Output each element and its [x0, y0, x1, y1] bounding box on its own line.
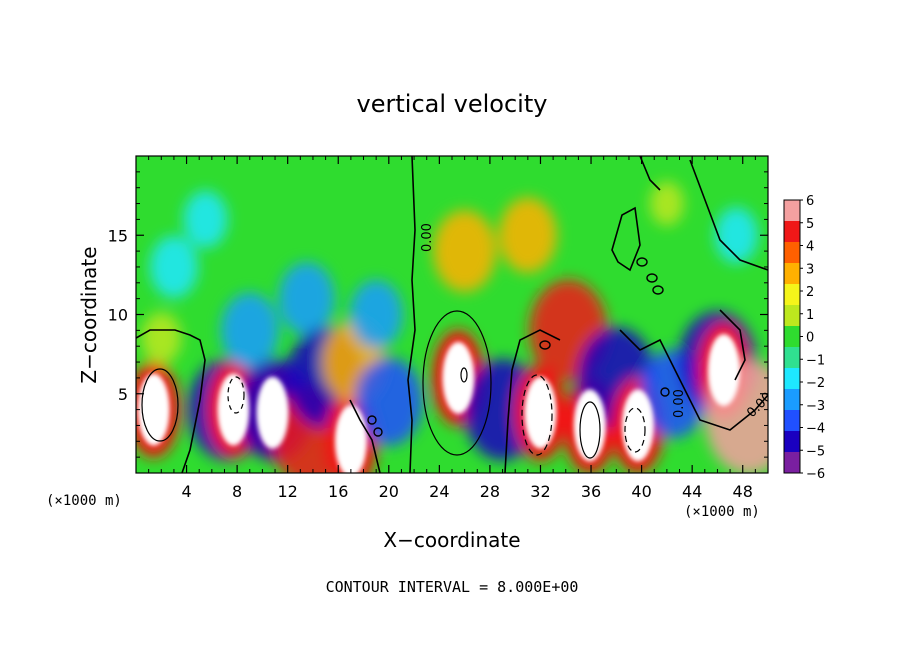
contour-line	[407, 156, 416, 473]
x-tick-label: 28	[480, 482, 500, 501]
colorbar-swatch	[784, 368, 800, 390]
colorbar-tick-label: −2	[806, 376, 825, 391]
x-axis: 4 8 12 16 20 24 28 32 36 40 44 48	[148, 156, 756, 501]
colorbar-swatch	[784, 410, 800, 432]
field-cell-core	[524, 376, 557, 449]
x-axis-label: X−coordinate	[383, 528, 520, 552]
plot-area: 0.00 0.00 0.00	[136, 156, 768, 473]
colorbar-swatch	[784, 200, 800, 222]
contour-loop	[636, 257, 648, 267]
colorbar-swatch	[784, 305, 800, 327]
contour-line	[719, 309, 746, 381]
field-cell-core	[256, 376, 289, 449]
x-tick-label: 4	[181, 482, 191, 501]
field-cell	[183, 190, 228, 248]
colorbar-tick-label: 3	[806, 262, 814, 277]
x-tick-label: 16	[328, 482, 348, 501]
contour-line	[639, 156, 661, 191]
colorbar-tick-label: −6	[806, 467, 825, 482]
contour-loop	[521, 374, 553, 456]
field-cell	[433, 210, 497, 293]
contour-loop	[624, 407, 646, 453]
contour-loop	[227, 376, 245, 414]
x-tick-label: 40	[631, 482, 651, 501]
y-axis-label: Z−coordinate	[77, 246, 101, 383]
chart-title: vertical velocity	[357, 90, 548, 118]
colorbar-swatch	[784, 326, 800, 348]
field-cell	[349, 280, 403, 349]
x-tick-label: 32	[530, 482, 550, 501]
contour-loop	[141, 368, 179, 442]
field-cell-core	[442, 341, 475, 414]
colorbar-swatch	[784, 347, 800, 369]
colorbar-swatch	[784, 242, 800, 264]
x-tick-label: 24	[429, 482, 449, 501]
contour-loop	[539, 340, 551, 350]
colorbar-tick-label: −1	[806, 353, 825, 368]
field-cell	[498, 197, 557, 273]
y-tick-label: 5	[118, 385, 128, 404]
contour-loop	[367, 415, 377, 425]
zero-contours	[136, 156, 768, 473]
colorbar-swatch	[784, 452, 800, 474]
colorbar-tick-label: 5	[806, 217, 814, 232]
colorbar-swatch	[784, 221, 800, 243]
field-cell-core	[573, 389, 606, 462]
colorbar-swatch	[784, 284, 800, 306]
x-tick-label: 12	[278, 482, 298, 501]
colorbar: 6 5 4 3 2 1 0 −1 −2 −3 −4 −5 −6	[783, 194, 825, 482]
contour-line	[611, 206, 641, 272]
y-axis: 5 10 15	[108, 171, 768, 458]
colorbar-tick-label: −4	[806, 422, 825, 437]
contour-loop	[373, 427, 383, 437]
field-cell	[278, 262, 335, 336]
colorbar-tick-label: −3	[806, 399, 825, 414]
x-tick-label: 8	[232, 482, 242, 501]
x-unit-right: (×1000 m)	[684, 504, 760, 520]
x-tick-label: 48	[733, 482, 753, 501]
field-cell	[649, 181, 684, 226]
x-tick-label: 36	[581, 482, 601, 501]
contour-label: 0.00	[672, 389, 687, 418]
contour-loop	[660, 387, 670, 397]
contour-line	[619, 329, 768, 431]
contour-loop	[460, 367, 468, 383]
field-cell	[714, 207, 758, 264]
contour-loop	[652, 285, 664, 295]
contour-loop	[422, 310, 492, 456]
y-tick-label: 10	[108, 306, 128, 325]
colorbar-tick-label: −5	[806, 444, 825, 459]
contour-label: 0.00	[420, 223, 435, 252]
colorbar-tick-label: 0	[806, 331, 814, 346]
field-layer-sharp	[137, 333, 740, 473]
field-cell	[149, 235, 198, 299]
colorbar-tick-label: 4	[806, 240, 814, 255]
contour-loop	[579, 401, 601, 459]
x-tick-label: 20	[379, 482, 399, 501]
field-cell	[141, 312, 182, 365]
colorbar-tick-label: 6	[806, 194, 814, 209]
x-tick-label: 44	[682, 482, 702, 501]
field-cell-core	[334, 405, 367, 473]
colorbar-swatch	[784, 431, 800, 453]
contour-line	[504, 329, 561, 473]
y-tick-label: 15	[108, 226, 128, 245]
contour-line	[136, 329, 206, 473]
field-cell	[220, 292, 279, 369]
contour-interval-note: CONTOUR INTERVAL = 8.000E+00	[326, 578, 579, 596]
contour-line	[349, 399, 381, 473]
field-cell-core	[217, 373, 250, 446]
field-cell-core	[707, 333, 740, 406]
contour-line	[689, 159, 768, 271]
colorbar-swatch	[784, 263, 800, 285]
colorbar-tick-label: 2	[806, 285, 814, 300]
field-cell-core	[621, 389, 654, 462]
x-unit-left: (×1000 m)	[46, 493, 122, 509]
colorbar-tick-label: 1	[806, 308, 814, 323]
colorbar-swatch	[784, 389, 800, 411]
contour-loop	[646, 273, 658, 283]
field-layer-soft	[136, 181, 768, 473]
